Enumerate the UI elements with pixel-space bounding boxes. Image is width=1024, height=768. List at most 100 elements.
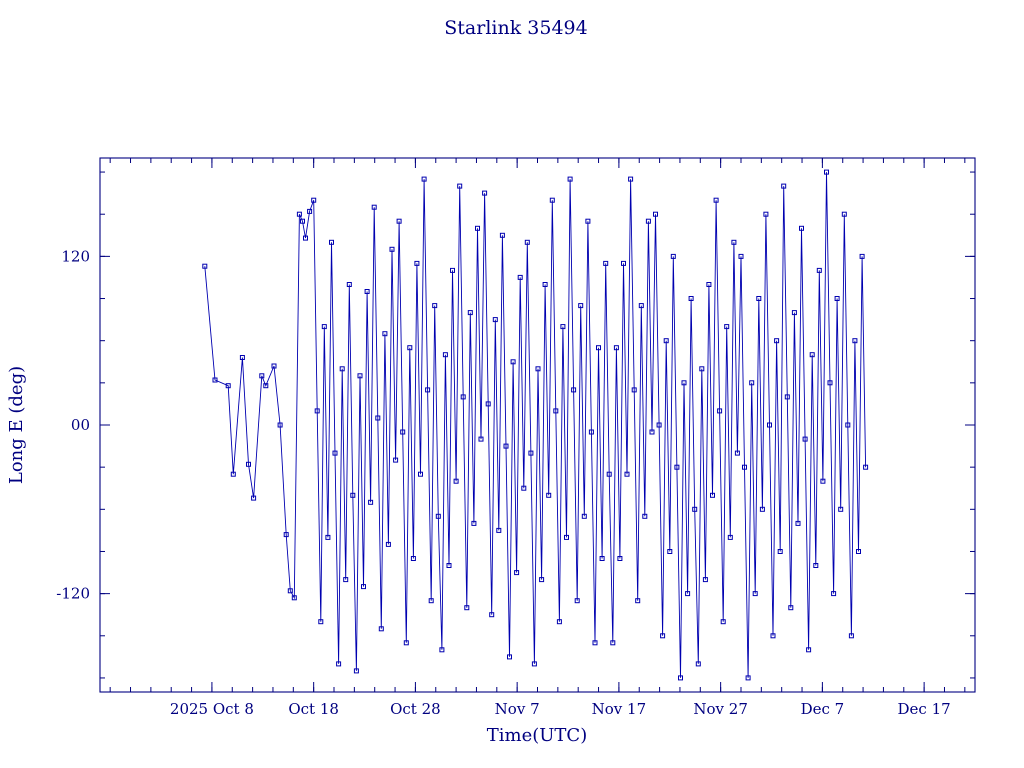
data-point-marker bbox=[439, 647, 445, 653]
data-point-marker bbox=[556, 619, 562, 625]
data-point-marker bbox=[499, 232, 505, 238]
data-point-marker bbox=[410, 556, 416, 561]
data-point-marker bbox=[357, 373, 363, 379]
data-point-marker bbox=[638, 303, 644, 309]
data-point-marker bbox=[645, 218, 651, 224]
data-point-marker bbox=[230, 471, 236, 477]
data-point-marker bbox=[596, 345, 601, 351]
data-point-marker bbox=[859, 253, 865, 259]
data-point-marker bbox=[514, 570, 520, 576]
data-point-marker bbox=[371, 204, 377, 210]
x-tick-label: 2025 Oct 8 bbox=[170, 700, 254, 718]
series-sub-satellite-longitude bbox=[202, 169, 869, 681]
x-tick-label: Oct 18 bbox=[288, 700, 339, 718]
data-point-marker bbox=[802, 436, 808, 442]
data-point-marker bbox=[314, 408, 320, 414]
data-point-marker bbox=[581, 513, 587, 519]
data-point-marker bbox=[681, 380, 687, 386]
data-point-marker bbox=[396, 218, 402, 224]
data-point-marker bbox=[574, 598, 580, 604]
data-point-marker bbox=[592, 640, 598, 646]
data-point-marker bbox=[621, 260, 626, 266]
data-point-marker bbox=[346, 282, 352, 287]
data-point-marker bbox=[734, 450, 740, 456]
data-point-marker bbox=[838, 506, 844, 512]
data-point-marker bbox=[727, 534, 733, 540]
data-series-line bbox=[204, 172, 867, 678]
data-point-marker bbox=[353, 668, 359, 674]
data-point-marker bbox=[361, 584, 366, 590]
x-tick-label: Oct 28 bbox=[390, 700, 441, 718]
data-point-marker bbox=[407, 345, 413, 351]
data-point-marker bbox=[774, 338, 780, 344]
data-point-marker bbox=[742, 464, 747, 470]
data-point-marker bbox=[806, 647, 812, 653]
data-series-layer bbox=[202, 169, 869, 681]
data-point-marker bbox=[660, 633, 666, 639]
data-point-marker bbox=[467, 310, 473, 316]
data-point-marker bbox=[781, 183, 787, 189]
data-point-marker bbox=[263, 383, 269, 389]
data-point-marker bbox=[442, 352, 448, 358]
data-point-marker bbox=[321, 324, 327, 330]
data-point-marker bbox=[553, 408, 559, 414]
x-axis-title: Time(UTC) bbox=[487, 725, 587, 746]
data-point-marker bbox=[271, 363, 277, 369]
data-point-marker bbox=[378, 626, 384, 632]
data-point-marker bbox=[795, 520, 801, 526]
data-point-marker bbox=[710, 492, 715, 498]
data-point-marker bbox=[478, 436, 484, 442]
data-point-marker bbox=[585, 218, 591, 224]
data-point-marker bbox=[311, 197, 317, 203]
data-point-marker bbox=[277, 422, 283, 428]
data-point-marker bbox=[692, 506, 698, 512]
data-point-marker bbox=[239, 355, 245, 360]
data-point-marker bbox=[521, 485, 527, 491]
data-point-marker bbox=[756, 296, 762, 301]
data-point-marker bbox=[300, 218, 305, 224]
data-point-marker bbox=[578, 303, 584, 309]
data-point-marker bbox=[531, 661, 537, 667]
data-point-marker bbox=[510, 359, 516, 365]
data-point-marker bbox=[713, 197, 719, 203]
data-point-marker bbox=[259, 373, 265, 379]
axis-tick-labels: 2025 Oct 8 Oct 18 Oct 28 Nov 7 Nov 17 Nov 27 D… bbox=[56, 247, 950, 718]
data-point-marker bbox=[403, 640, 409, 646]
data-point-marker bbox=[450, 267, 455, 273]
data-point-marker bbox=[731, 239, 737, 245]
data-point-marker bbox=[375, 415, 381, 421]
data-point-marker bbox=[599, 556, 605, 561]
x-tick-label: Dec 17 bbox=[898, 700, 951, 718]
data-point-marker bbox=[610, 640, 616, 646]
data-point-marker bbox=[418, 471, 423, 477]
data-point-marker bbox=[564, 534, 569, 540]
data-point-marker bbox=[546, 492, 552, 498]
data-point-marker bbox=[724, 324, 730, 330]
data-point-marker bbox=[489, 612, 495, 618]
data-point-marker bbox=[635, 598, 641, 604]
data-point-marker bbox=[656, 422, 662, 428]
y-tick-label: 00 bbox=[71, 416, 90, 434]
data-point-marker bbox=[767, 422, 772, 428]
data-point-marker bbox=[699, 366, 705, 372]
data-point-marker bbox=[631, 387, 637, 393]
data-point-marker bbox=[421, 176, 427, 182]
chart-title: Starlink 35494 bbox=[444, 17, 587, 39]
y-tick-label: -120 bbox=[56, 585, 90, 603]
data-point-marker bbox=[325, 534, 331, 540]
data-point-marker bbox=[603, 260, 609, 266]
data-point-marker bbox=[332, 450, 338, 456]
data-point-marker bbox=[852, 338, 858, 344]
data-point-marker bbox=[813, 563, 819, 568]
data-point-marker bbox=[343, 577, 349, 583]
data-point-marker bbox=[588, 429, 594, 435]
data-point-marker bbox=[446, 563, 452, 568]
data-point-marker bbox=[318, 619, 324, 625]
x-tick-label: Nov 17 bbox=[592, 700, 647, 718]
data-point-marker bbox=[606, 471, 612, 477]
data-point-marker bbox=[291, 595, 297, 601]
data-point-marker bbox=[549, 197, 555, 203]
data-point-marker bbox=[535, 366, 541, 372]
data-point-marker bbox=[799, 225, 804, 231]
